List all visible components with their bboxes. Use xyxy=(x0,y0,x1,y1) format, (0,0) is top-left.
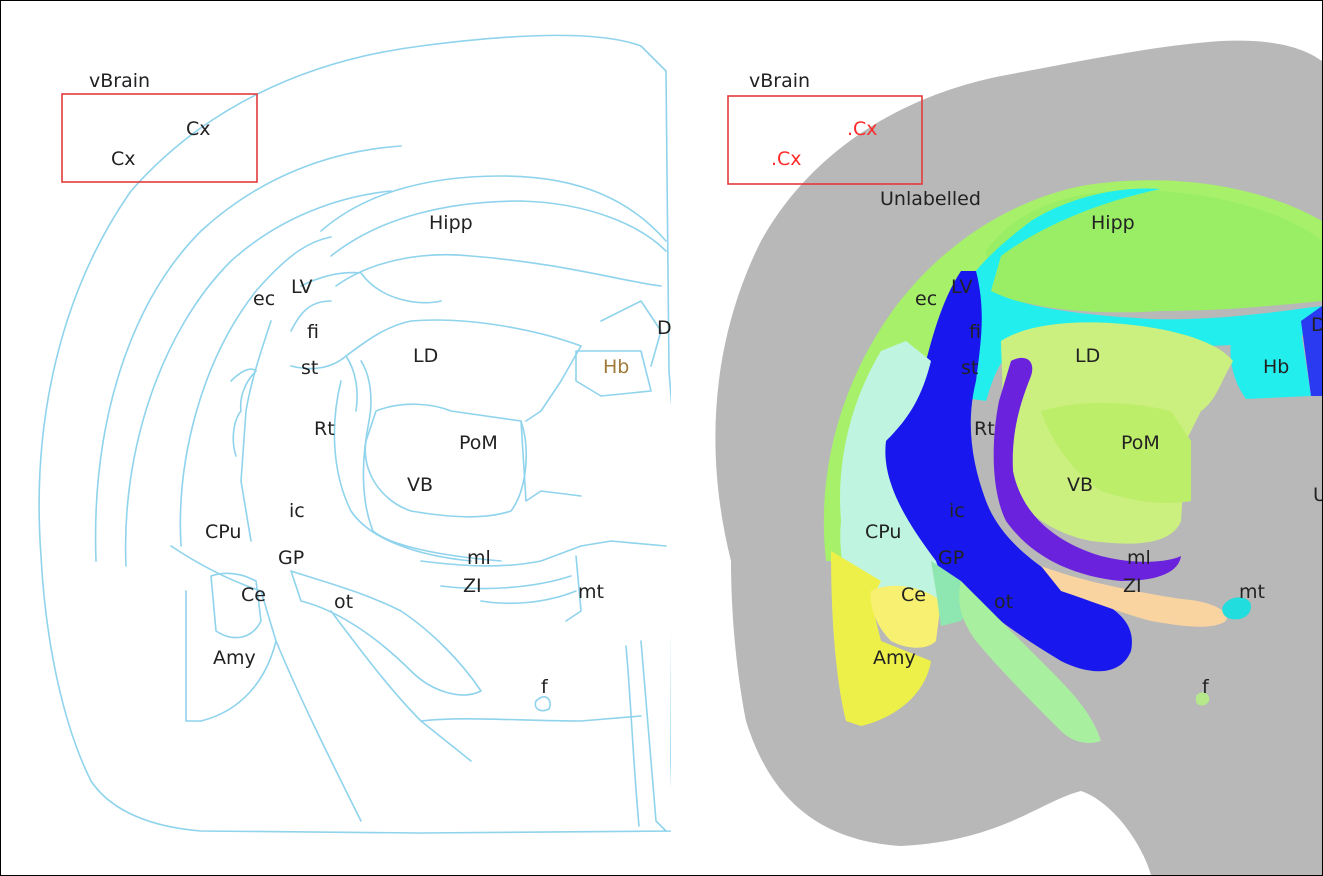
region-optic-tract xyxy=(959,581,1101,743)
right-label-f: f xyxy=(1202,676,1210,698)
right-label-vb: VB xyxy=(1067,474,1093,496)
left-label-cx-b: Cx xyxy=(111,148,136,170)
left-label-gp: GP xyxy=(278,547,304,569)
left-label-hipp: Hipp xyxy=(429,212,473,234)
right-label-cpu: CPu xyxy=(865,521,901,543)
right-label-edge-d: D xyxy=(1311,314,1322,336)
left-label-vb: VB xyxy=(407,474,433,496)
region-fornix xyxy=(1196,692,1210,706)
right-label-rt: Rt xyxy=(974,418,995,440)
left-outline-panel: vBrain Cx Cx Hipp ec LV fi st LD D Hb Rt… xyxy=(38,34,674,834)
right-label-hb: Hb xyxy=(1263,356,1289,378)
right-label-edge-u: U xyxy=(1313,484,1322,506)
left-label-f: f xyxy=(541,676,549,698)
left-label-amy: Amy xyxy=(213,647,256,669)
right-label-cx-b: .Cx xyxy=(771,148,802,170)
right-label-pom: PoM xyxy=(1121,432,1160,454)
left-label-d: D xyxy=(657,317,672,339)
right-label-cx-a: .Cx xyxy=(847,118,878,140)
region-zona-incerta xyxy=(1041,566,1227,627)
left-label-zi: ZI xyxy=(463,575,482,597)
left-label-st: st xyxy=(301,357,318,379)
left-label-pom: PoM xyxy=(459,432,498,454)
left-label-ld: LD xyxy=(413,345,438,367)
left-title: vBrain xyxy=(89,70,150,92)
region-striatum xyxy=(840,341,946,621)
region-lateral-ventricle xyxy=(946,188,1322,401)
region-reticular xyxy=(993,357,1181,581)
region-mammillothalamic-tract xyxy=(1222,597,1251,620)
left-label-ce: Ce xyxy=(241,584,266,606)
region-habenula xyxy=(1230,331,1311,399)
right-label-amy: Amy xyxy=(873,647,916,669)
right-label-mt: mt xyxy=(1239,581,1265,603)
left-label-cpu: CPu xyxy=(205,521,241,543)
left-label-lv: LV xyxy=(291,276,313,298)
left-cx-highlight-box xyxy=(61,93,258,183)
left-label-hb: Hb xyxy=(603,356,629,378)
left-outline-drawing xyxy=(38,34,674,834)
region-edge-blue xyxy=(1301,306,1322,396)
right-label-ld: LD xyxy=(1075,345,1100,367)
right-label-unlabelled: Unlabelled xyxy=(880,188,981,210)
right-label-ot: ot xyxy=(994,591,1013,613)
panel-divider xyxy=(671,1,689,875)
right-label-st: st xyxy=(961,357,978,379)
left-label-rt: Rt xyxy=(314,418,335,440)
right-cx-highlight-box xyxy=(727,95,923,185)
right-label-fi: fi xyxy=(969,321,981,343)
left-label-ic: ic xyxy=(289,500,305,522)
region-central-amygdala xyxy=(870,585,941,648)
right-label-gp: GP xyxy=(938,547,964,569)
right-label-zi: ZI xyxy=(1123,575,1142,597)
right-segmentation-panel: vBrain .Cx .Cx Unlabelled Hipp ec LV fi … xyxy=(715,40,1322,875)
right-label-hipp: Hipp xyxy=(1091,212,1135,234)
region-hippocampus xyxy=(986,190,1322,313)
right-label-ec: ec xyxy=(915,288,937,310)
left-label-cx-a: Cx xyxy=(186,118,211,140)
region-posterior-medial xyxy=(1041,402,1191,503)
left-label-fi: fi xyxy=(307,321,319,343)
left-label-mt: mt xyxy=(578,581,604,603)
right-label-ic: ic xyxy=(949,500,965,522)
right-title: vBrain xyxy=(749,70,810,92)
right-label-ce: Ce xyxy=(901,584,926,606)
right-label-lv: LV xyxy=(951,276,973,298)
left-label-ml: ml xyxy=(467,547,491,569)
region-amygdala xyxy=(831,551,931,726)
left-label-ot: ot xyxy=(334,591,353,613)
right-label-ml: ml xyxy=(1127,547,1151,569)
left-label-ec: ec xyxy=(253,288,275,310)
